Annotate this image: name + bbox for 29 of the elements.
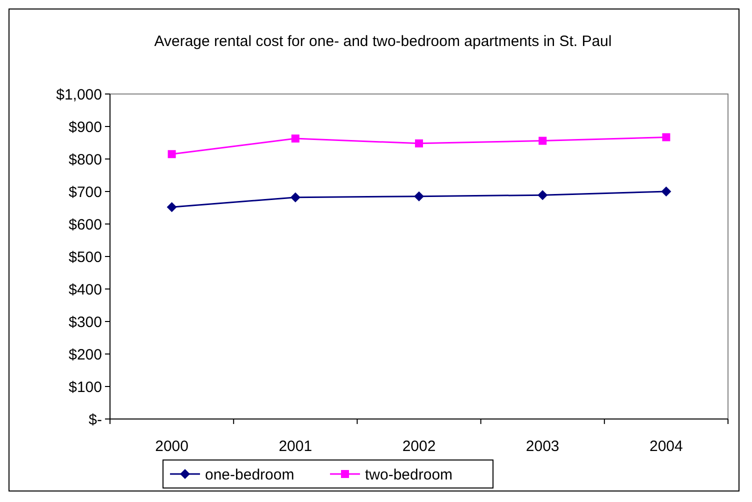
point (415, 139, 423, 148)
x-tick-label: 2003 (526, 438, 560, 455)
y-tick-label: $200 (68, 346, 102, 364)
y-tick-label: $1,000 (56, 86, 102, 104)
y-tick-label: $400 (68, 281, 102, 298)
y-tick-label: $700 (68, 184, 102, 201)
x-tick-label: 2004 (650, 438, 683, 455)
point (538, 136, 547, 145)
point (166, 202, 177, 212)
point (538, 190, 548, 200)
point (414, 191, 424, 202)
legend-label: two-bedroom (365, 466, 453, 484)
y-tick-label: $800 (68, 151, 102, 168)
point (168, 150, 176, 158)
y-tick-label: $- (88, 411, 102, 428)
x-tick-label: 2001 (278, 438, 312, 455)
y-tick-label: $600 (68, 216, 102, 234)
y-tick-label: $900 (68, 118, 102, 136)
x-tick-label: 2000 (155, 438, 188, 455)
x-tick-label: 2002 (402, 438, 436, 455)
legend-label: one-bedroom (205, 466, 294, 484)
y-tick-label: $300 (68, 314, 102, 331)
point (291, 134, 300, 143)
y-tick-label: $100 (68, 378, 102, 396)
point (661, 186, 672, 196)
y-tick-label: $500 (68, 248, 102, 266)
point (662, 133, 670, 142)
chart-title: Average rental cost for one- and two-bedroom apartments in St. Paul (154, 33, 612, 50)
point (290, 192, 300, 202)
